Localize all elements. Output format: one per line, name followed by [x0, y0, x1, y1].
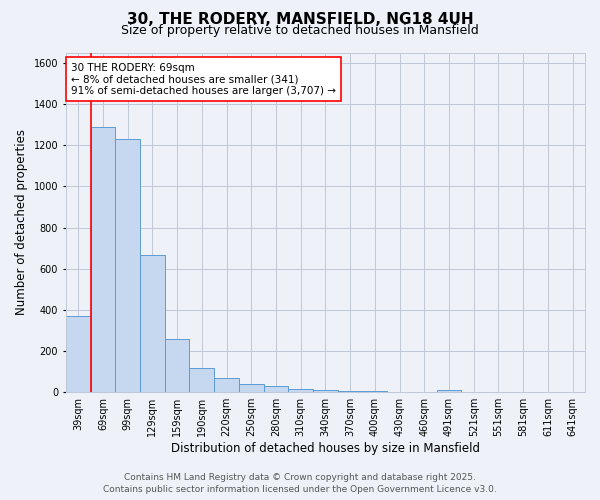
- Bar: [239, 384, 263, 392]
- Bar: [140, 256, 165, 392]
- Text: Contains HM Land Registry data © Crown copyright and database right 2025.
Contai: Contains HM Land Registry data © Crown c…: [103, 472, 497, 494]
- Bar: [263, 386, 289, 392]
- X-axis label: Distribution of detached houses by size in Mansfield: Distribution of detached houses by size …: [171, 442, 480, 455]
- Bar: [338, 391, 362, 392]
- Bar: [91, 126, 115, 392]
- Bar: [190, 368, 214, 392]
- Y-axis label: Number of detached properties: Number of detached properties: [15, 130, 28, 316]
- Bar: [313, 390, 338, 392]
- Bar: [165, 338, 190, 392]
- Bar: [289, 388, 313, 392]
- Bar: [214, 378, 239, 392]
- Text: 30, THE RODERY, MANSFIELD, NG18 4UH: 30, THE RODERY, MANSFIELD, NG18 4UH: [127, 12, 473, 28]
- Bar: [66, 316, 91, 392]
- Text: Size of property relative to detached houses in Mansfield: Size of property relative to detached ho…: [121, 24, 479, 37]
- Bar: [437, 390, 461, 392]
- Text: 30 THE RODERY: 69sqm
← 8% of detached houses are smaller (341)
91% of semi-detac: 30 THE RODERY: 69sqm ← 8% of detached ho…: [71, 62, 336, 96]
- Bar: [115, 139, 140, 392]
